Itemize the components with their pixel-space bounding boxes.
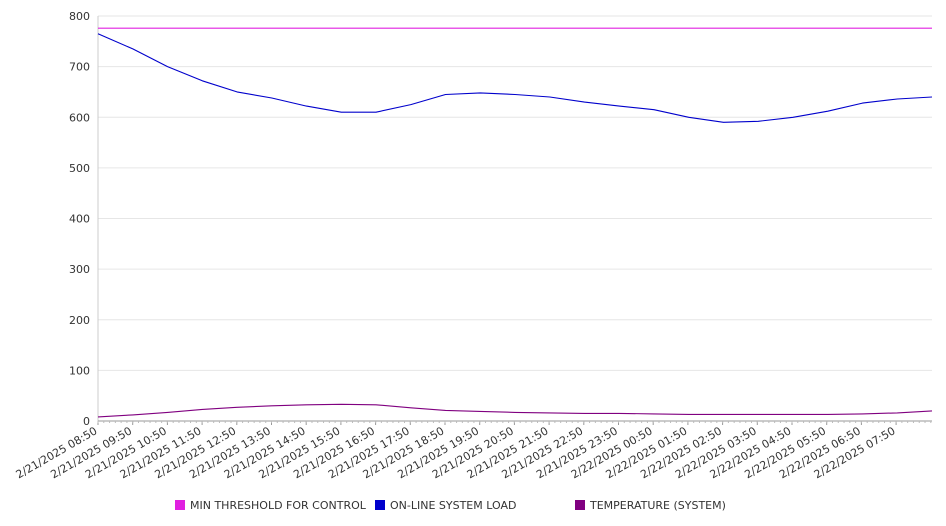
y-tick-label: 400 (69, 213, 90, 226)
legend-label-on-line-system-load: ON-LINE SYSTEM LOAD (390, 499, 516, 512)
legend-label-min-threshold-for-control: MIN THRESHOLD FOR CONTROL (190, 499, 367, 512)
grid-layer (98, 15, 932, 371)
y-tick-label: 500 (69, 162, 90, 175)
y-tick-label: 100 (69, 364, 90, 377)
series-line-on-line-system-load (97, 33, 933, 123)
y-tick-label: 200 (69, 314, 90, 327)
legend-swatch-min-threshold-for-control (175, 500, 185, 510)
legend-label-temperature-system: TEMPERATURE (SYSTEM) (589, 499, 726, 512)
y-tick-label: 600 (69, 111, 90, 124)
y-tick-label: 800 (69, 10, 90, 23)
y-tick-label: 0 (83, 415, 90, 428)
legend: MIN THRESHOLD FOR CONTROL ON-LINE SYSTEM … (175, 499, 726, 512)
y-tick-label: 300 (69, 263, 90, 276)
series-line-temperature-system (97, 403, 933, 418)
y-tick-label: 700 (69, 61, 90, 74)
legend-swatch-temperature-system (575, 500, 585, 510)
series-layer (97, 27, 933, 418)
legend-swatch-on-line-system-load (375, 500, 385, 510)
